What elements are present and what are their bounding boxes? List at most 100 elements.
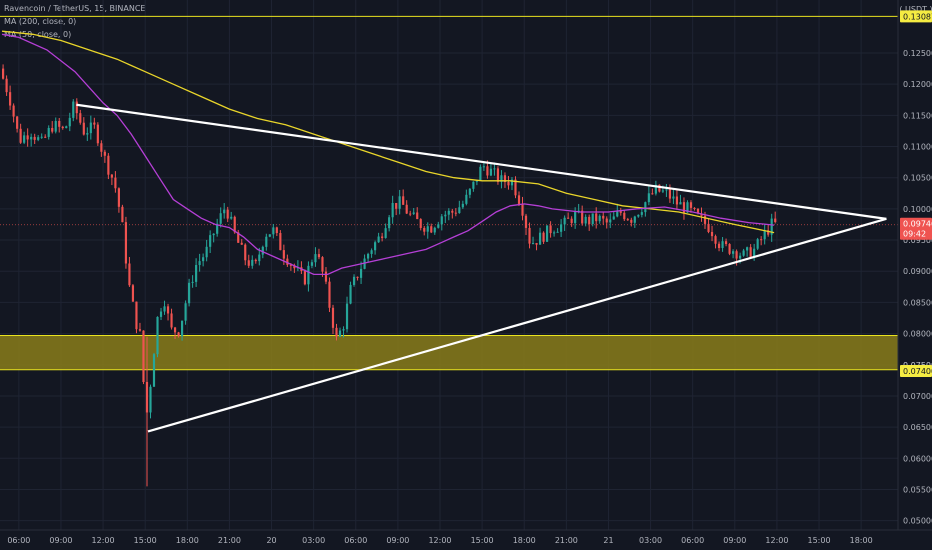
candle-body — [588, 216, 591, 225]
candle-body — [556, 231, 559, 233]
candle-body — [209, 235, 212, 247]
candle-body — [472, 181, 475, 189]
candle-body — [328, 281, 331, 308]
candle-body — [763, 230, 766, 240]
price-marker-bg — [900, 10, 932, 23]
candle-body — [100, 143, 103, 152]
candle-body — [152, 354, 156, 387]
candle-body — [349, 284, 352, 304]
candle-body — [735, 251, 738, 259]
candle-body — [644, 202, 647, 213]
x-tick-label: 06:00 — [681, 536, 704, 545]
candle-body — [454, 212, 457, 214]
candle-body — [560, 224, 563, 232]
candle-body — [244, 244, 247, 261]
candle-body — [605, 218, 608, 223]
candle-body — [767, 230, 770, 235]
ma200-legend[interactable]: MA (200, close, 0) — [4, 17, 77, 26]
candle-body — [507, 182, 510, 186]
candle-body — [742, 250, 745, 256]
candle-body — [746, 247, 749, 251]
candle-body — [510, 179, 514, 186]
candle-body — [89, 122, 92, 134]
candle-body — [223, 209, 226, 214]
candle-body — [310, 262, 314, 266]
candle-body — [117, 188, 120, 207]
countdown-label: 09:42 — [903, 230, 926, 239]
candle-body — [732, 251, 735, 254]
x-tick-label: 06:00 — [344, 536, 367, 545]
candle-body — [500, 175, 503, 182]
candle-body — [658, 184, 661, 192]
price-axis — [898, 0, 932, 550]
candle-body — [107, 155, 110, 175]
candle-body — [440, 216, 443, 225]
candle-body — [409, 213, 412, 215]
candle-body — [342, 329, 345, 331]
candle-body — [647, 193, 650, 203]
candle-body — [33, 136, 36, 140]
candle-body — [265, 236, 268, 247]
candle-body — [79, 113, 82, 123]
candle-body — [535, 243, 538, 245]
candle-body — [233, 216, 236, 233]
candle-body — [47, 127, 50, 137]
x-tick-label: 15:00 — [134, 536, 157, 545]
candle-body — [665, 189, 668, 191]
candle-body — [774, 218, 777, 223]
ma50-legend[interactable]: MA (50, close, 0) — [4, 30, 72, 39]
lower-trendline — [147, 217, 887, 433]
candle-body — [756, 239, 759, 249]
candle-body — [2, 68, 5, 79]
candle-body — [679, 202, 682, 205]
candle-body — [521, 204, 524, 216]
candle-body — [654, 184, 657, 194]
candle-body — [317, 254, 321, 258]
candle-body — [324, 271, 328, 282]
x-tick-label: 12:00 — [428, 536, 451, 545]
candle-body — [184, 303, 187, 321]
x-tick-label: 09:00 — [386, 536, 409, 545]
candle-body — [444, 214, 447, 217]
candle-body — [156, 316, 159, 355]
candle-body — [689, 202, 693, 208]
candle-body — [412, 212, 415, 214]
candle-body — [542, 232, 545, 242]
candle-body — [367, 253, 370, 259]
x-tick-label: 03:00 — [639, 536, 662, 545]
candle-body — [149, 386, 152, 413]
candle-body — [384, 228, 387, 238]
current-price-label: 0.09746 — [903, 220, 932, 229]
candle-body — [749, 247, 752, 258]
candle-body — [198, 261, 201, 266]
candle-body — [707, 223, 710, 232]
ma50-line — [1, 33, 775, 276]
candle-body — [479, 166, 482, 181]
candle-body — [482, 166, 485, 168]
candle-body — [30, 136, 33, 140]
candle-body — [402, 196, 405, 205]
candle-body — [637, 214, 640, 217]
candle-body — [314, 254, 317, 263]
candle-body — [374, 242, 377, 251]
candle-body — [581, 210, 584, 224]
candle-body — [128, 263, 131, 286]
candle-body — [293, 265, 296, 269]
x-tick-label: 03:00 — [302, 536, 325, 545]
x-tick-label: 18:00 — [513, 536, 536, 545]
candle-body — [503, 175, 507, 183]
price-marker-bg — [900, 365, 932, 377]
candle-body — [254, 259, 257, 262]
candle-body — [700, 213, 703, 216]
candle-body — [724, 241, 728, 245]
candle-body — [188, 282, 191, 304]
